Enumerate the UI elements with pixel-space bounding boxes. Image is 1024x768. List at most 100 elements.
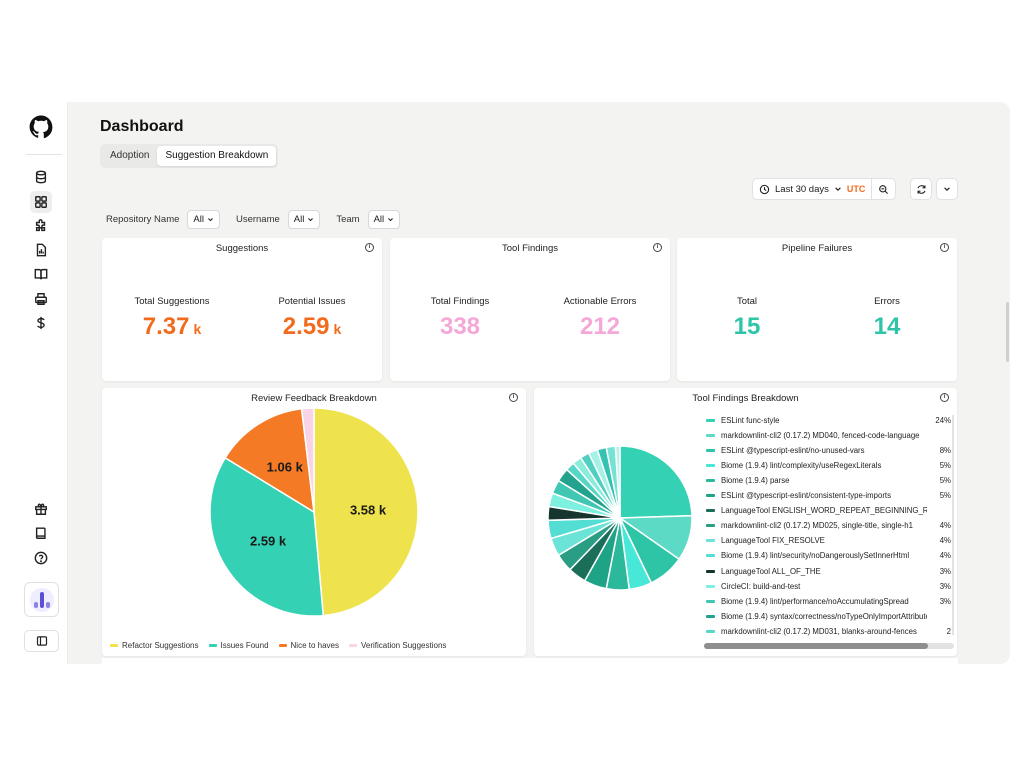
legend-label: markdownlint-cli2 (0.17.2) MD040, fenced… <box>721 431 920 441</box>
scrollbar-thumb[interactable] <box>704 643 928 649</box>
pie-slice[interactable] <box>619 445 693 519</box>
metric-label: Total Suggestions <box>134 296 210 307</box>
dollar-icon[interactable] <box>30 312 52 334</box>
date-range-picker[interactable]: Last 30 days UTC <box>752 178 897 200</box>
pie-slice[interactable] <box>300 407 315 513</box>
zoom-out-button[interactable] <box>872 179 895 199</box>
clock-icon <box>759 184 770 194</box>
legend-label: Biome (1.9.4) parse <box>721 476 790 486</box>
database-icon[interactable] <box>30 166 52 188</box>
legend-percent: 4% <box>939 521 951 531</box>
legend-percent: 5% <box>939 491 951 501</box>
legend-item[interactable]: CircleCI: build-and-test 3% <box>706 579 952 594</box>
chevron-down-icon <box>207 218 213 222</box>
legend-item[interactable]: markdownlint-cli2 (0.17.2) MD025, single… <box>706 518 952 533</box>
legend-label: Biome (1.9.4) lint/performance/noAccumul… <box>721 596 909 606</box>
legend-swatch <box>349 644 357 647</box>
info-icon[interactable]: i <box>365 243 374 252</box>
metric-total: Total 15 <box>677 296 817 341</box>
legend-swatch <box>706 584 715 588</box>
review-feedback-legend: Refactor Suggestions Issues Found Nice to … <box>110 641 446 650</box>
timezone-badge[interactable]: UTC <box>846 184 866 194</box>
legend-item[interactable]: ESLint @typescript-eslint/no-unused-vars… <box>706 443 952 458</box>
legend-item[interactable]: markdownlint-cli2 (0.17.2) MD031, blanks… <box>706 624 952 639</box>
username-select[interactable]: All <box>287 210 321 229</box>
metric-unit: k <box>193 321 202 337</box>
legend-percent: 3% <box>939 566 951 576</box>
legend-percent: 5% <box>939 476 951 486</box>
legend-percent: 3% <box>939 596 951 606</box>
pie-slice[interactable] <box>614 445 621 519</box>
refresh-button[interactable] <box>910 178 932 200</box>
legend-scrollbar[interactable] <box>952 415 954 635</box>
dashboard-grid-icon[interactable] <box>30 191 52 213</box>
avatar[interactable] <box>24 582 59 617</box>
refresh-options-button[interactable] <box>936 178 958 200</box>
legend-item[interactable]: LanguageTool ENGLISH_WORD_REPEAT_BEGINNI… <box>706 503 952 518</box>
legend-item[interactable]: Biome (1.9.4) syntax/correctness/noTypeO… <box>706 609 952 624</box>
puzzle-icon[interactable] <box>30 215 52 237</box>
metric-label: Total <box>736 296 758 307</box>
legend-item[interactable]: Biome (1.9.4) lint/complexity/useRegexLi… <box>706 458 952 473</box>
legend-item[interactable]: markdownlint-cli2 (0.17.2) MD040, fenced… <box>706 428 952 443</box>
info-icon[interactable]: i <box>653 243 662 252</box>
metric-actionable-errors: Actionable Errors 212 <box>530 296 670 341</box>
tab-suggestion-breakdown[interactable]: Suggestion Breakdown <box>157 146 277 166</box>
gift-icon[interactable] <box>30 498 52 520</box>
legend-percent: 3% <box>939 581 951 591</box>
metric-number: 2.59 <box>282 313 330 340</box>
metric-label: Actionable Errors <box>563 296 637 307</box>
legend-item[interactable]: ESLint func-style 24% <box>706 413 952 428</box>
legend-item[interactable]: Biome (1.9.4) lint/performance/noAccumul… <box>706 594 952 609</box>
legend-swatch <box>706 509 715 513</box>
legend-swatch <box>706 479 715 483</box>
legend-item[interactable]: LanguageTool ALL_OF_THE 3% <box>706 564 952 579</box>
pie-slice[interactable] <box>224 407 315 514</box>
chevron-down-icon <box>308 218 314 222</box>
info-icon[interactable]: i <box>940 243 949 252</box>
chevron-down-icon <box>388 218 394 222</box>
toggle-sidebar-button[interactable] <box>24 630 59 652</box>
legend-item[interactable]: Biome (1.9.4) parse 5% <box>706 473 952 488</box>
legend-percent: 5% <box>939 461 951 471</box>
legend-swatch <box>706 614 715 618</box>
tool-findings-legend: ESLint func-style 24% markdownlint-cli2 (0… <box>706 413 952 639</box>
tool-findings-pie-chart <box>547 445 693 591</box>
info-icon[interactable]: i <box>940 393 949 402</box>
legend-horizontal-scrollbar[interactable] <box>704 643 954 649</box>
legend-percent: 2 <box>946 626 951 636</box>
team-select[interactable]: All <box>367 210 401 229</box>
legend-swatch <box>706 569 715 573</box>
legend-item[interactable]: Nice to haves <box>278 641 339 650</box>
legend-label: CircleCI: build-and-test <box>721 581 801 591</box>
legend-percent: 8% <box>939 446 951 456</box>
info-icon[interactable]: i <box>509 393 518 402</box>
github-logo-icon[interactable] <box>29 115 53 139</box>
legend-swatch <box>706 554 715 558</box>
metric-number: 7.37 <box>142 313 190 340</box>
page-scrollbar[interactable] <box>1006 302 1009 362</box>
legend-item[interactable]: Verification Suggestions <box>349 641 446 650</box>
printer-icon[interactable] <box>30 288 52 310</box>
pie-slice[interactable] <box>209 456 325 617</box>
legend-item[interactable]: ESLint @typescript-eslint/consistent-typ… <box>706 488 952 503</box>
metric-value: 2.59 k <box>242 313 382 341</box>
help-icon[interactable] <box>30 547 52 569</box>
legend-label: LanguageTool ALL_OF_THE <box>721 566 821 576</box>
metric-unit: k <box>333 321 342 337</box>
legend-item[interactable]: Issues Found <box>208 641 269 650</box>
legend-item[interactable]: Refactor Suggestions <box>110 641 199 650</box>
legend-label: Issues Found <box>220 641 269 650</box>
review-feedback-pie-chart: 3.58 k 2.59 k 1.06 k <box>209 407 419 617</box>
repository-select[interactable]: All <box>187 210 220 229</box>
book-icon[interactable] <box>30 522 52 544</box>
pie-slice[interactable] <box>313 407 419 617</box>
legend-label: Nice to haves <box>290 641 339 650</box>
legend-item[interactable]: Biome (1.9.4) lint/security/noDangerousl… <box>706 548 952 563</box>
legend-item[interactable]: LanguageTool FIX_RESOLVE 4% <box>706 533 952 548</box>
report-icon[interactable] <box>30 239 52 261</box>
chevron-down-icon <box>944 187 950 192</box>
book-open-icon[interactable] <box>30 263 52 285</box>
tab-adoption[interactable]: Adoption <box>110 150 150 161</box>
next-card-edge <box>102 658 958 664</box>
